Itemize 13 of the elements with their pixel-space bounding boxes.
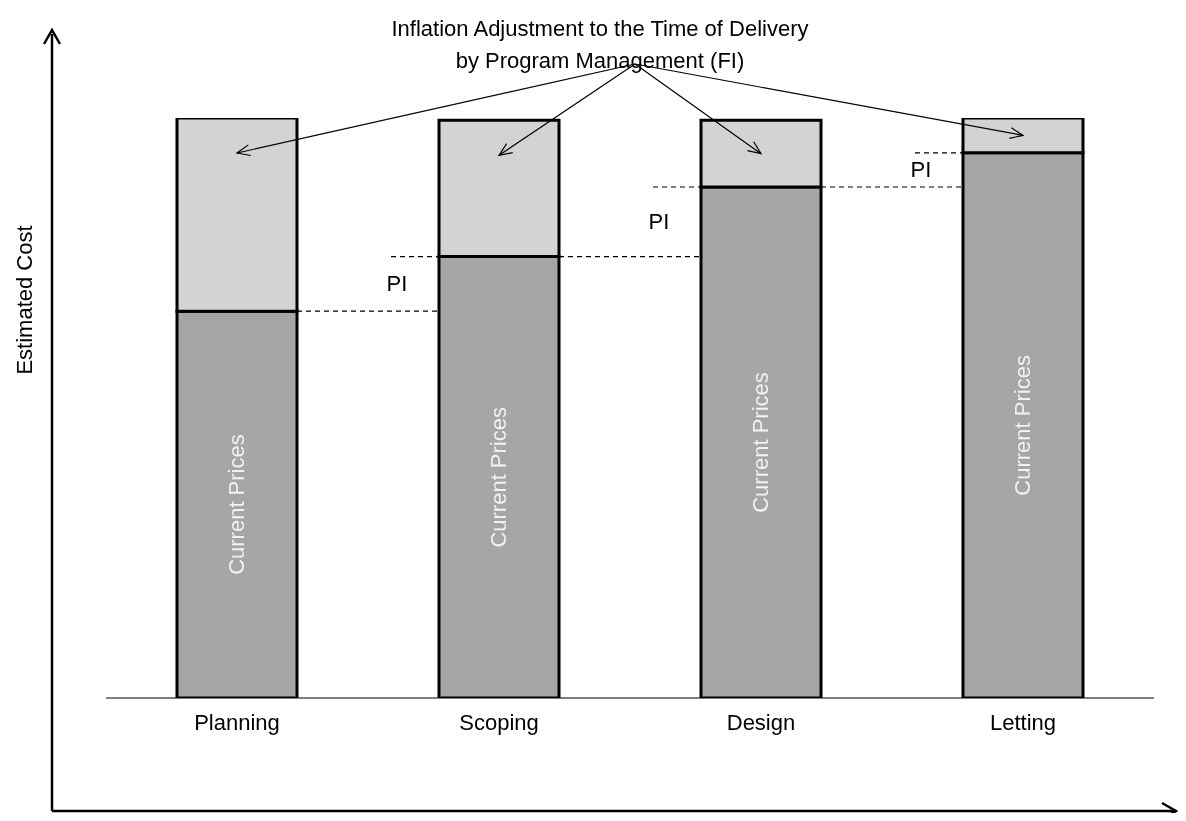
x-tick-label: Scoping — [459, 709, 539, 735]
x-tick-label: Planning — [194, 709, 280, 735]
text: Current Prices — [1010, 355, 1036, 496]
annotation: PI — [386, 271, 408, 297]
text: Current Prices — [748, 372, 774, 513]
text: Inflation Adjustment to the Time of Delivery by Program Management (FI) — [391, 15, 809, 73]
text: Current Prices — [486, 407, 512, 548]
annotation: PI — [910, 157, 932, 183]
x-tick-label: Design — [726, 709, 796, 735]
annotation: PI — [648, 209, 670, 235]
y-axis-title: Estimated Cost — [11, 225, 37, 375]
x-tick-label: Letting — [989, 709, 1057, 735]
series-label: Current Prices — [224, 434, 250, 575]
